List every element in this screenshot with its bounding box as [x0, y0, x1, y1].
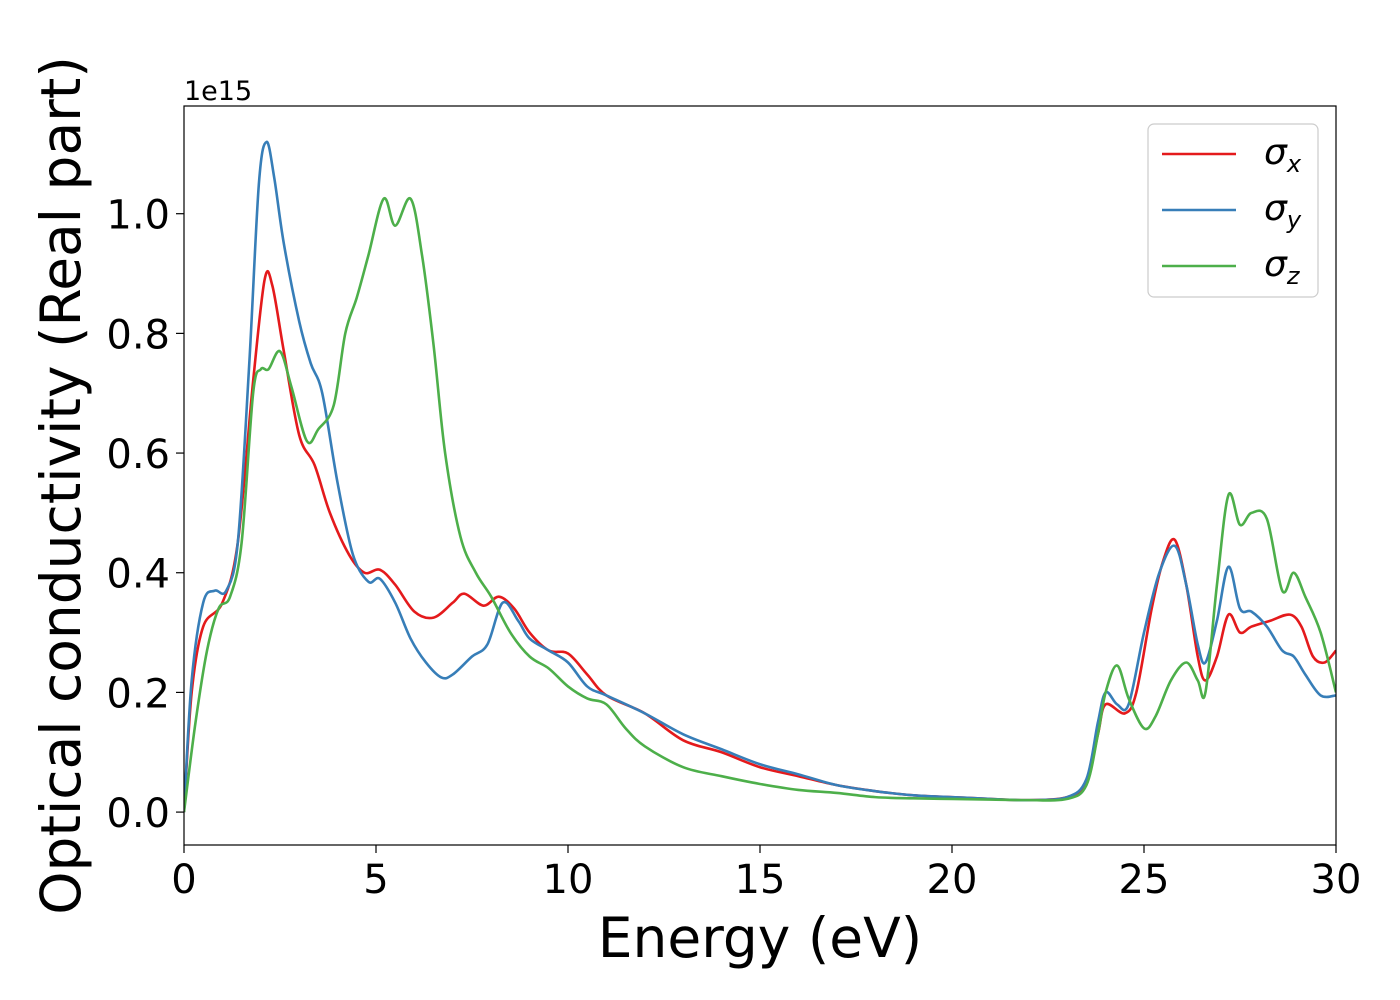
y-axis-title: Optical conductivity (Real part)	[29, 56, 93, 915]
x-tick-label: 5	[363, 857, 388, 903]
x-tick-label: 10	[543, 857, 594, 903]
axes-layer: 0 5 10 15 20 25 30 0.0 0.2 0.4 0.6 0.8 1.0	[106, 193, 1361, 903]
x-axis-title: Energy (eV)	[598, 906, 922, 970]
x-tick-label: 30	[1311, 857, 1362, 903]
series-line-y	[184, 140, 1336, 813]
series-layer	[184, 140, 1336, 813]
y-tick-label: 0.8	[106, 312, 170, 358]
y-tick-label: 0.0	[106, 791, 170, 837]
y-offset-text: 1e15	[184, 76, 252, 107]
x-tick-label: 20	[927, 857, 978, 903]
x-tick-label: 0	[171, 857, 196, 903]
y-tick-label: 0.4	[106, 552, 170, 598]
series-line-x	[184, 269, 1336, 813]
series-line-z	[184, 197, 1336, 813]
x-tick-label: 25	[1119, 857, 1170, 903]
y-tick-label: 0.2	[106, 671, 170, 717]
y-tick-label: 0.6	[106, 432, 170, 478]
y-tick-label: 1.0	[106, 193, 170, 239]
x-tick-label: 15	[735, 857, 786, 903]
legend-label-x: σx	[1264, 132, 1302, 178]
